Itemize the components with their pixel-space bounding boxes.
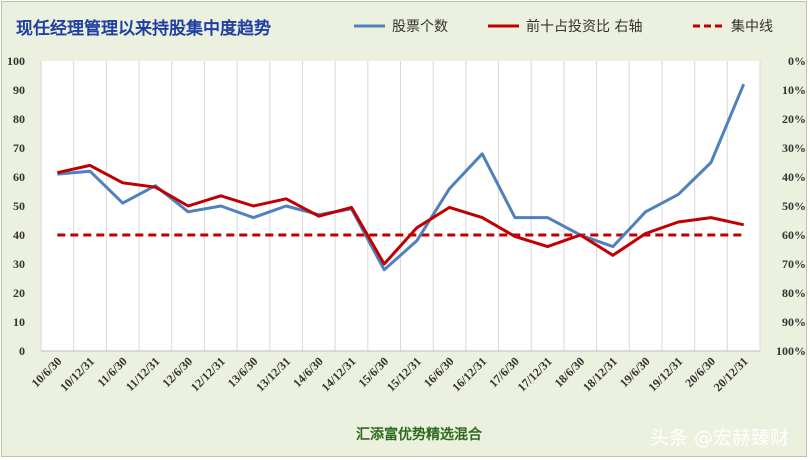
series-lines (56, 83, 746, 272)
x-tick-label: 11/12/31 (123, 354, 163, 394)
right-tick-label: 0% (788, 54, 806, 68)
watermark-text: 头条 @宏赫臻财 (650, 427, 789, 449)
x-tick-label: 10/12/31 (57, 354, 97, 394)
fund-name-label: 汇添富优势精选混合 (356, 426, 483, 443)
legend-label-count: 股票个数 (392, 19, 448, 35)
right-tick-label: 60% (782, 228, 806, 242)
left-tick-label: 40 (13, 228, 25, 242)
left-tick-label: 80 (13, 112, 25, 126)
right-tick-label: 90% (782, 315, 806, 329)
x-axis-ticks: 10/6/3010/12/3111/6/3011/12/3112/6/3012/… (29, 354, 751, 394)
legend-label-concentration: 集中线 (731, 18, 773, 35)
x-tick-label: 12/12/31 (188, 354, 228, 394)
left-tick-label: 10 (13, 315, 25, 329)
left-tick-label: 60 (13, 170, 25, 184)
series-line-stock-count (57, 83, 746, 272)
left-tick-label: 0 (19, 344, 25, 358)
right-axis-ticks: 0% 10% 20% 30% 40% 50% 60% 70% 80% 90% 100% (776, 54, 806, 358)
x-tick-label: 17/12/31 (515, 354, 555, 394)
x-tick-label: 13/12/31 (253, 354, 293, 394)
right-tick-label: 10% (782, 83, 806, 97)
x-tick-label: 19/12/31 (645, 354, 685, 394)
chart-title: 现任经理管理以来持股集中度趋势 (16, 18, 271, 39)
x-tick-label: 15/12/31 (384, 354, 424, 394)
left-tick-label: 50 (13, 199, 25, 213)
series-line-top10-ratio (56, 163, 745, 266)
right-tick-label: 50% (782, 199, 806, 213)
x-tick-label: 20/12/31 (711, 354, 751, 394)
left-axis-ticks: 0 10 20 30 40 50 60 70 80 90 100 (7, 54, 25, 358)
x-tick-label: 16/12/31 (449, 354, 489, 394)
right-tick-label: 30% (782, 141, 806, 155)
left-tick-label: 90 (13, 83, 25, 97)
x-tick-label: 18/12/31 (580, 354, 620, 394)
left-tick-label: 70 (13, 141, 25, 155)
right-tick-label: 80% (782, 286, 806, 300)
right-tick-label: 70% (782, 257, 806, 271)
left-tick-label: 100 (7, 54, 25, 68)
right-tick-label: 100% (776, 344, 806, 358)
right-tick-label: 20% (782, 112, 806, 126)
left-tick-label: 30 (13, 257, 25, 271)
right-tick-label: 40% (782, 170, 806, 184)
left-tick-label: 20 (13, 286, 25, 300)
gridlines (40, 61, 761, 352)
legend: 股票个数 前十占投资比 右轴 集中线 (354, 18, 773, 35)
x-tick-label: 14/12/31 (319, 354, 359, 394)
legend-label-top10: 前十占投资比 右轴 (526, 18, 642, 35)
